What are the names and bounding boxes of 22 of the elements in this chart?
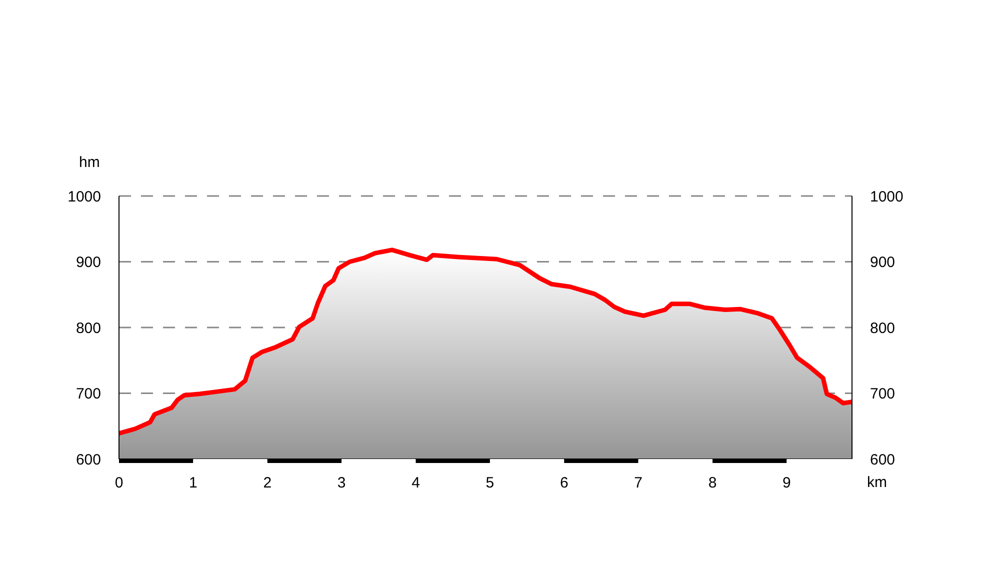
x-tick-label: 4 [412, 474, 420, 492]
y2-tick-label: 1000 [870, 188, 904, 206]
y-tick-label: 900 [76, 254, 101, 272]
y-tick-label: 700 [76, 386, 101, 403]
x-axis-title: km [867, 474, 887, 491]
y2-tick-label: 800 [870, 320, 896, 337]
x-tick-label: 2 [263, 474, 272, 492]
x-tick-label: 0 [114, 474, 124, 492]
x-tick-label: 8 [708, 474, 717, 492]
y2-tick-label: 700 [870, 386, 896, 403]
x-tick-label: 1 [189, 474, 198, 492]
x-tick-label: 9 [782, 474, 791, 492]
x-tick-label: 6 [560, 474, 568, 492]
y2-tick-label: 900 [870, 254, 896, 272]
y-tick-label: 800 [76, 320, 101, 337]
y-tick-label: 600 [76, 451, 101, 468]
x-tick-label: 3 [337, 474, 346, 492]
x-tick-label: 5 [486, 474, 494, 492]
x-tick-label: 7 [634, 474, 643, 492]
y-axis-title: hm [79, 154, 100, 171]
y-tick-label: 1000 [68, 188, 101, 206]
y2-tick-label: 600 [870, 451, 896, 468]
